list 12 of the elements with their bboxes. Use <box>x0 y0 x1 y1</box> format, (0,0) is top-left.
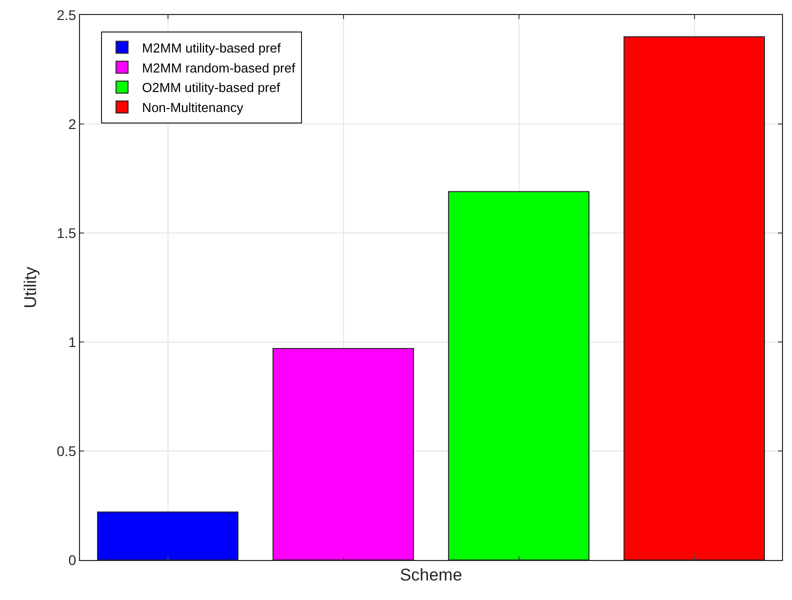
y-tick-label: 0 <box>68 552 76 568</box>
legend-label: M2MM utility-based pref <box>142 40 282 56</box>
y-tick-label: 1 <box>68 334 76 350</box>
legend-label: O2MM utility-based pref <box>142 80 280 96</box>
legend-label: Non-Multitenancy <box>142 100 244 116</box>
y-axis-title: Utility <box>21 266 40 308</box>
y-tick-label: 0.5 <box>56 442 76 459</box>
y-tick-label: 1.5 <box>56 224 76 241</box>
y-tick-label: 2 <box>68 116 76 132</box>
y-tick-label: 2.5 <box>56 6 76 23</box>
x-axis-title: Scheme <box>400 565 462 584</box>
legend-label: M2MM random-based pref <box>142 60 296 76</box>
